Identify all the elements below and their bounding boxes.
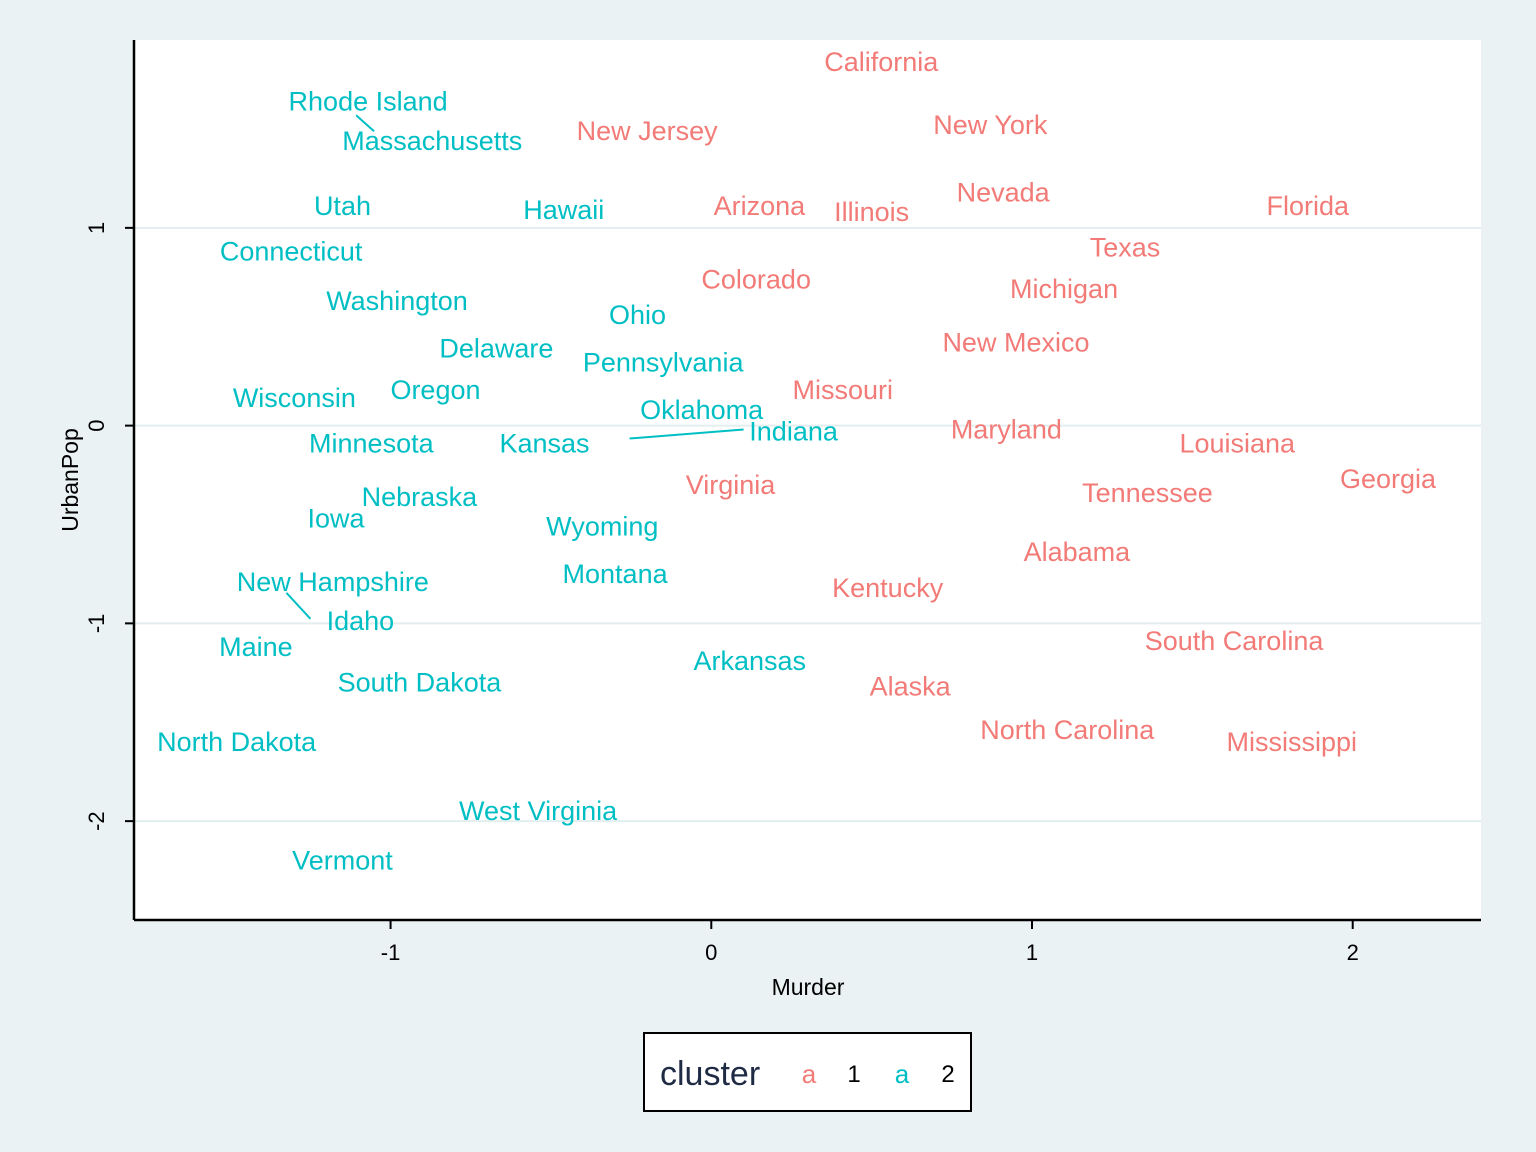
point-label-hawaii: Hawaii: [523, 195, 604, 225]
point-label-arkansas: Arkansas: [693, 646, 806, 676]
point-label-iowa: Iowa: [308, 504, 366, 534]
point-label-south-dakota: South Dakota: [338, 668, 503, 698]
point-label-new-jersey: New Jersey: [577, 116, 719, 146]
point-label-pennsylvania: Pennsylvania: [583, 347, 745, 377]
point-label-idaho: Idaho: [327, 606, 395, 636]
point-label-wyoming: Wyoming: [546, 511, 658, 541]
point-label-minnesota: Minnesota: [309, 428, 435, 458]
point-label-missouri: Missouri: [793, 375, 894, 405]
legend-label-2: 2: [941, 1061, 954, 1088]
point-label-kentucky: Kentucky: [832, 573, 944, 603]
axis-ticks: -2 -1 0 1 -1 0 1 2: [84, 222, 1359, 965]
point-label-massachusetts: Massachusetts: [342, 126, 522, 156]
y-tick-label: 0: [84, 419, 109, 431]
point-label-delaware: Delaware: [439, 333, 553, 363]
point-label-kansas: Kansas: [499, 428, 589, 458]
y-tick-label: -2: [84, 811, 109, 831]
point-label-nevada: Nevada: [957, 177, 1051, 207]
point-label-ohio: Ohio: [609, 300, 666, 330]
point-label-maine: Maine: [219, 632, 293, 662]
point-label-alabama: Alabama: [1024, 537, 1132, 567]
data-labels: California New York New Jersey Nevada Florid…: [157, 47, 1437, 876]
point-label-west-virginia: West Virginia: [459, 796, 618, 826]
point-label-montana: Montana: [563, 559, 669, 589]
point-label-south-carolina: South Carolina: [1145, 626, 1325, 656]
legend: cluster a 1 a 2: [643, 1032, 972, 1112]
point-label-michigan: Michigan: [1010, 274, 1118, 304]
legend-label-1: 1: [847, 1061, 860, 1088]
point-label-oklahoma: Oklahoma: [640, 395, 764, 425]
point-label-north-dakota: North Dakota: [157, 727, 317, 757]
point-label-washington: Washington: [326, 286, 468, 316]
point-label-new-hampshire: New Hampshire: [237, 567, 429, 597]
plot-panel: [134, 40, 1481, 920]
point-label-vermont: Vermont: [292, 846, 393, 876]
point-label-maryland: Maryland: [951, 415, 1062, 445]
point-label-georgia: Georgia: [1340, 464, 1437, 494]
legend-key-2: a: [895, 1059, 910, 1089]
y-tick-label: -1: [84, 614, 109, 634]
x-tick-label: 1: [1026, 940, 1038, 965]
point-label-connecticut: Connecticut: [220, 237, 363, 267]
y-tick-label: 1: [84, 222, 109, 234]
point-label-rhode-island: Rhode Island: [289, 86, 448, 116]
point-label-new-mexico: New Mexico: [942, 328, 1089, 358]
point-label-colorado: Colorado: [701, 264, 811, 294]
point-label-arizona: Arizona: [714, 191, 807, 221]
point-label-new-york: New York: [933, 110, 1048, 140]
grid-lines: [134, 226, 1481, 823]
connector-indiana: [629, 428, 744, 440]
point-label-north-carolina: North Carolina: [980, 715, 1155, 745]
y-axis-title: UrbanPop: [57, 428, 83, 532]
point-label-oregon: Oregon: [390, 375, 480, 405]
legend-title: cluster: [660, 1055, 760, 1093]
point-label-illinois: Illinois: [834, 197, 909, 227]
point-label-california: California: [824, 47, 939, 77]
point-label-virginia: Virginia: [686, 470, 777, 500]
connector-rhode-island: [355, 114, 375, 133]
point-label-utah: Utah: [314, 191, 371, 221]
point-label-indiana: Indiana: [749, 417, 839, 447]
x-tick-label: 2: [1347, 940, 1359, 965]
x-tick-label: -1: [381, 940, 401, 965]
point-label-nebraska: Nebraska: [362, 482, 479, 512]
legend-key-1: a: [802, 1059, 817, 1089]
point-label-tennessee: Tennessee: [1082, 478, 1213, 508]
point-label-florida: Florida: [1267, 191, 1351, 221]
axes: [132, 40, 1481, 922]
legend-box: [643, 1032, 972, 1112]
point-label-louisiana: Louisiana: [1179, 428, 1296, 458]
point-label-mississippi: Mississippi: [1227, 727, 1358, 757]
label-connectors: [285, 114, 744, 620]
point-label-texas: Texas: [1090, 233, 1161, 263]
x-tick-label: 0: [705, 940, 717, 965]
connector-idaho: [285, 592, 312, 620]
x-axis-title: Murder: [772, 974, 845, 1000]
point-label-alaska: Alaska: [870, 672, 952, 702]
point-label-wisconsin: Wisconsin: [233, 383, 356, 413]
